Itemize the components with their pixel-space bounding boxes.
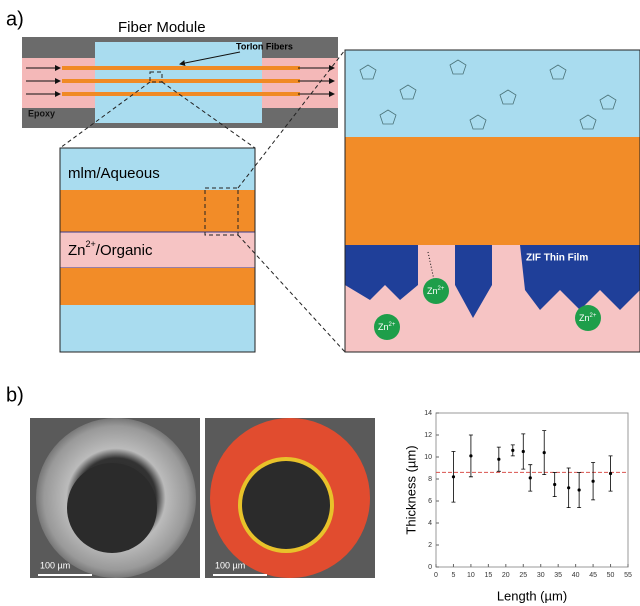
y-tick-label: 8 [428,476,432,483]
data-point [591,480,594,483]
ion-symbol: Zn [579,313,590,323]
layer-organic [60,232,255,268]
x-axis-label: Length (µm) [497,588,567,603]
panel-label: a) [6,8,24,30]
data-point [497,458,500,461]
data-point [609,472,612,475]
figure: a) Fiber Module Torlon Fibers Epoxy mlm/… [0,0,640,606]
y-tick-label: 10 [424,454,432,461]
fiber-lumen [67,463,157,553]
ion-symbol: Zn [427,286,438,296]
x-tick-label: 35 [554,572,562,579]
aqueous-label: mlm/Aqueous [68,165,160,182]
film-label: ZIF Thin Film [526,253,588,264]
scale-label: 100 µm [40,560,70,570]
fibers-label: Torlon Fibers [236,41,293,51]
y-axis-label: Thickness (µm) [403,445,418,534]
layer-aqueous [60,305,255,352]
ion-charge: 2+ [438,286,445,292]
chart: 0 2 4 6 8 10 12 14 0 5 10 15 20 25 30 35 40 45 50 55 Length … [403,410,632,604]
panel-label: b) [6,384,24,406]
ion-symbol: Zn [378,322,389,332]
data-point [522,450,525,453]
scale-label: 100 µm [215,560,245,570]
data-point [452,475,455,478]
data-point [553,483,556,486]
data-point [469,454,472,457]
x-tick-label: 40 [572,572,580,579]
data-point [567,486,570,489]
x-tick-label: 30 [537,572,545,579]
x-tick-label: 0 [434,572,438,579]
layer-membrane [345,137,640,245]
data-point [511,449,514,452]
x-tick-label: 45 [589,572,597,579]
y-tick-label: 2 [428,542,432,549]
x-tick-label: 10 [467,572,475,579]
ion-charge: 2+ [590,313,597,319]
x-tick-label: 15 [484,572,492,579]
module-title: Fiber Module [118,19,206,36]
fiber-lumen [242,461,330,549]
layer-membrane [60,190,255,232]
data-point [543,451,546,454]
y-tick-label: 12 [424,432,432,439]
y-tick-label: 4 [428,520,432,527]
x-tick-label: 5 [452,572,456,579]
x-tick-label: 20 [502,572,510,579]
ion-charge: 2+ [389,322,396,328]
x-tick-label: 50 [607,572,615,579]
data-point [578,488,581,491]
plot-frame [436,413,628,567]
y-tick-label: 6 [428,498,432,505]
organic-label: Zn2+/Organic [68,239,153,259]
y-tick-label: 14 [424,410,432,417]
x-tick-label: 55 [624,572,632,579]
layer-membrane [60,268,255,305]
epoxy-label: Epoxy [28,108,55,118]
data-point [529,476,532,479]
x-tick-label: 25 [519,572,527,579]
y-tick-label: 0 [428,564,432,571]
